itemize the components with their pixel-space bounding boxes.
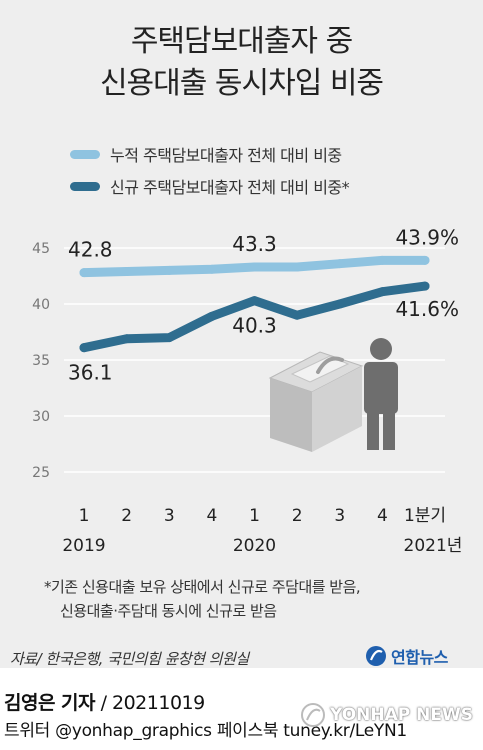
x-tick-label: 1 bbox=[79, 506, 90, 526]
data-label: 43.3 bbox=[232, 232, 277, 256]
legend-item-new: 신규 주택담보대출자 전체 대비 비중* bbox=[70, 174, 350, 198]
series-0-point-3 bbox=[207, 264, 217, 274]
watermark: YONHAP NEWS bbox=[300, 702, 473, 728]
publish-date: / 20211019 bbox=[100, 692, 206, 714]
series-0-point-6 bbox=[335, 259, 345, 269]
series-0-point-8 bbox=[420, 255, 430, 265]
x-tick-label: 2 bbox=[292, 506, 303, 526]
x-tick-label: 2 bbox=[121, 506, 132, 526]
person-leg-left-icon bbox=[367, 410, 379, 450]
yonhap-logo-text: 연합뉴스 bbox=[391, 648, 448, 667]
series-1-point-7 bbox=[377, 287, 387, 297]
watermark-logo-icon bbox=[301, 703, 325, 727]
series-1-point-8 bbox=[420, 281, 430, 291]
series-1-point-3 bbox=[207, 311, 217, 321]
person-body-icon bbox=[364, 362, 398, 414]
y-tick-label: 45 bbox=[32, 241, 50, 257]
series-1-point-1 bbox=[122, 334, 132, 344]
yonhap-logo: 연합뉴스 bbox=[365, 644, 448, 668]
legend-label-new: 신규 주택담보대출자 전체 대비 비중* bbox=[110, 178, 350, 197]
line-chart: 25 30 35 40 45 42.8 43.3 43.9% 36.1 40.3 41.6% 1 2… bbox=[32, 225, 463, 556]
series-0-point-4 bbox=[250, 262, 259, 272]
chart-title-line2: 신용대출 동시차입 비중 bbox=[99, 66, 384, 101]
desk-side bbox=[312, 366, 362, 452]
data-label: 40.3 bbox=[232, 314, 277, 338]
x-tick-label: 4 bbox=[377, 506, 388, 526]
y-tick-label: 25 bbox=[32, 465, 50, 481]
series-0-point-5 bbox=[292, 262, 302, 272]
desk-front bbox=[270, 378, 312, 452]
person-leg-right-icon bbox=[383, 410, 395, 450]
footnote-line1: *기존 신용대출 보유 상태에서 신규로 주담대를 받음, bbox=[44, 578, 361, 596]
data-label: 43.9% bbox=[395, 225, 459, 249]
data-label: 36.1 bbox=[68, 361, 113, 385]
legend-label-cumulative: 누적 주택담보대출자 전체 대비 비중 bbox=[110, 146, 342, 165]
yonhap-logo-icon bbox=[366, 646, 386, 666]
series-0-point-7 bbox=[377, 255, 387, 265]
y-tick-label: 30 bbox=[32, 409, 50, 425]
data-label: 41.6% bbox=[395, 297, 459, 321]
series-0-point-1 bbox=[122, 267, 132, 277]
x-year-label: 2020 bbox=[233, 536, 276, 556]
footnote-line2: 신용대출·주담대 동시에 신규로 받음 bbox=[60, 602, 277, 620]
x-tick-label: 1 bbox=[249, 506, 260, 526]
person-head-icon bbox=[370, 338, 392, 360]
series-1-point-5 bbox=[292, 310, 302, 320]
legend-item-cumulative: 누적 주택담보대출자 전체 대비 비중 bbox=[70, 142, 342, 166]
legend-swatch-cumulative bbox=[70, 149, 100, 159]
x-tick-label: 1분기 bbox=[404, 506, 446, 526]
source-text: 자료/ 한국은행, 국민의힘 윤창현 의원실 bbox=[10, 650, 249, 668]
office-worker-illustration bbox=[268, 338, 398, 452]
data-label: 42.8 bbox=[68, 238, 113, 262]
x-year-label: 2019 bbox=[62, 536, 105, 556]
social-links: 트위터 @yonhap_graphics 페이스북 tuney.kr/LeYN1 bbox=[4, 721, 407, 741]
chart-title-line1: 주택담보대출자 중 bbox=[130, 24, 353, 59]
legend-swatch-new bbox=[70, 181, 100, 191]
x-year-label: 2021년 bbox=[404, 536, 463, 556]
series-0-point-0 bbox=[79, 268, 89, 278]
series-1-point-2 bbox=[164, 333, 174, 343]
y-tick-label: 35 bbox=[32, 353, 50, 369]
series-1-point-0 bbox=[79, 343, 89, 353]
reporter-line: 김영은 기자 / 20211019 bbox=[4, 688, 205, 715]
y-tick-label: 40 bbox=[32, 297, 50, 313]
reporter-name: 김영은 기자 bbox=[4, 692, 96, 714]
pen-icon bbox=[316, 356, 344, 374]
x-tick-label: 3 bbox=[164, 506, 175, 526]
chart-card bbox=[0, 0, 483, 668]
series-1-point-4 bbox=[250, 296, 259, 306]
x-tick-label: 4 bbox=[206, 506, 217, 526]
series-1-point-6 bbox=[335, 299, 345, 309]
x-tick-label: 3 bbox=[334, 506, 345, 526]
watermark-text: YONHAP NEWS bbox=[330, 705, 473, 725]
series-0-point-2 bbox=[164, 265, 174, 275]
